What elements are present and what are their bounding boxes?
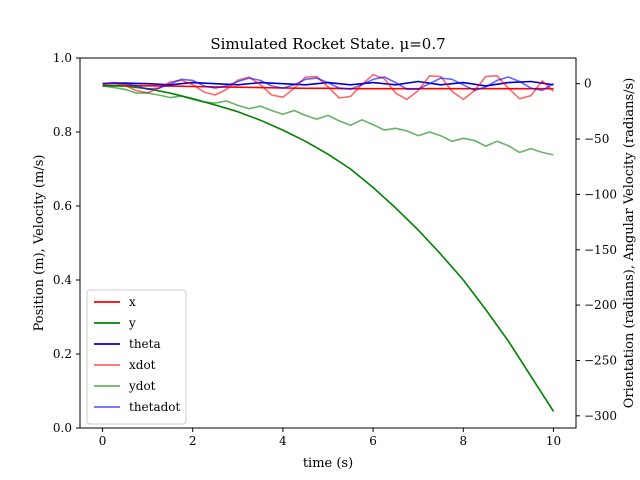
y-right-tick-label: −100 bbox=[584, 187, 617, 201]
x-tick-label: 10 bbox=[546, 434, 561, 448]
series-line-ydot bbox=[102, 85, 554, 156]
legend-label-theta: theta bbox=[129, 337, 161, 351]
y-right-tick-label: −150 bbox=[584, 243, 617, 257]
y-right-tick-label: −300 bbox=[584, 409, 617, 423]
legend: xy theta xdot ydot thetadot bbox=[86, 289, 187, 425]
legend-label-x: x bbox=[129, 295, 136, 309]
y-left-tick-label: 0.0 bbox=[53, 421, 72, 435]
x-tick-label: 4 bbox=[279, 434, 287, 448]
legend-label-ydot: ydot bbox=[128, 379, 156, 393]
x-tick-label: 2 bbox=[189, 434, 197, 448]
y-right-tick-label: −250 bbox=[584, 353, 617, 367]
y-left-tick-label: 0.4 bbox=[53, 273, 72, 287]
y-right-tick-label: 0 bbox=[584, 77, 592, 91]
y-left-axis-label: Position (m), Velocity (m/s) bbox=[32, 155, 47, 332]
y-left-tick-label: 0.8 bbox=[53, 125, 72, 139]
y-right-axis-ticks: 0 −50 −100 −150 −200 −250 −300 bbox=[576, 77, 617, 423]
plot-frame bbox=[79, 57, 577, 429]
y-left-axis-ticks: 0.0 0.2 0.4 0.6 0.8 1.0 bbox=[53, 51, 80, 435]
series-line-thetadot bbox=[102, 76, 554, 92]
series-line-y bbox=[102, 85, 555, 412]
y-right-tick-label: −50 bbox=[584, 132, 609, 146]
x-axis-label: time (s) bbox=[303, 456, 353, 471]
plot-lines bbox=[102, 73, 555, 412]
legend-label-thetadot: thetadot bbox=[129, 400, 181, 414]
y-right-axis-label: Orientation (radians), Angular Velocity … bbox=[622, 78, 637, 409]
x-tick-label: 8 bbox=[459, 434, 467, 448]
y-right-tick-label: −200 bbox=[584, 298, 617, 312]
x-tick-label: 6 bbox=[369, 434, 377, 448]
y-left-tick-label: 0.2 bbox=[53, 347, 72, 361]
chart-title: Simulated Rocket State. μ=0.7 bbox=[210, 35, 445, 53]
x-tick-label: 0 bbox=[99, 434, 107, 448]
y-left-tick-label: 0.6 bbox=[53, 199, 72, 213]
x-axis-ticks: 0 2 4 6 8 10 bbox=[99, 428, 561, 448]
legend-label-y: y bbox=[128, 316, 136, 330]
y-left-tick-label: 1.0 bbox=[53, 51, 72, 65]
legend-label-xdot: xdot bbox=[129, 358, 156, 372]
